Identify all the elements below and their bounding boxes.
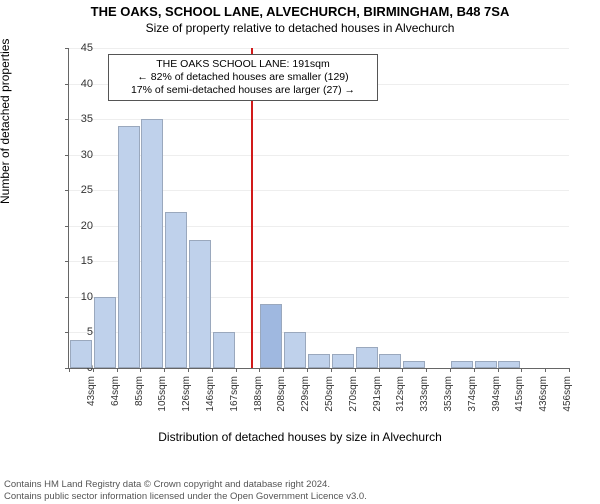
xtick-mark [117,368,118,372]
chart-title-sub: Size of property relative to detached ho… [0,21,600,35]
footer-line-1: Contains HM Land Registry data © Crown c… [4,479,600,490]
xtick-mark [331,368,332,372]
xtick-mark [474,368,475,372]
histogram-bar [379,354,401,368]
xtick-label: 415sqm [514,376,525,436]
ytick-label: 35 [69,113,93,125]
xtick-label: 374sqm [467,376,478,436]
histogram-bar [498,361,520,368]
ytick-label: 5 [69,326,93,338]
annotation-line: ← 82% of detached houses are smaller (12… [115,71,371,84]
xtick-mark [426,368,427,372]
ytick-label: 45 [69,42,93,54]
xtick-mark [212,368,213,372]
xtick-label: 229sqm [300,376,311,436]
chart-title-main: THE OAKS, SCHOOL LANE, ALVECHURCH, BIRMI… [0,4,600,19]
xtick-mark [521,368,522,372]
histogram-bar [403,361,425,368]
xtick-label: 126sqm [181,376,192,436]
annotation-line: THE OAKS SCHOOL LANE: 191sqm [115,58,371,71]
annotation-line: 17% of semi-detached houses are larger (… [115,84,371,97]
xtick-label: 436sqm [538,376,549,436]
xtick-mark [93,368,94,372]
xtick-label: 146sqm [205,376,216,436]
chart-container: 05101520253035404543sqm64sqm85sqm105sqm1… [40,48,580,418]
histogram-bar [284,332,306,368]
xtick-mark [498,368,499,372]
xtick-label: 312sqm [395,376,406,436]
xtick-label: 105sqm [157,376,168,436]
footer-line-2: Contains public sector information licen… [4,491,600,502]
histogram-bar [308,354,330,368]
xtick-label: 250sqm [324,376,335,436]
histogram-bar [189,240,211,368]
xtick-label: 333sqm [419,376,430,436]
xtick-label: 85sqm [134,376,145,436]
histogram-bar [356,347,378,368]
xtick-mark [283,368,284,372]
xtick-mark [355,368,356,372]
xtick-mark [236,368,237,372]
histogram-bar [141,119,163,368]
ytick-label: 25 [69,184,93,196]
xtick-mark [569,368,570,372]
xtick-mark [69,368,70,372]
xtick-label: 188sqm [253,376,264,436]
histogram-bar [260,304,282,368]
histogram-bar [475,361,497,368]
ytick-label: 40 [69,78,93,90]
histogram-bar [451,361,473,368]
xtick-label: 43sqm [86,376,97,436]
xtick-label: 291sqm [372,376,383,436]
ytick-label: 30 [69,149,93,161]
gridline [69,48,569,49]
xtick-label: 353sqm [443,376,454,436]
y-axis-label: Number of detached properties [0,39,12,204]
xtick-label: 167sqm [229,376,240,436]
xtick-mark [402,368,403,372]
ytick-label: 10 [69,291,93,303]
ytick-label: 20 [69,220,93,232]
histogram-bar [94,297,116,368]
xtick-label: 270sqm [348,376,359,436]
xtick-label: 64sqm [110,376,121,436]
annotation-box: THE OAKS SCHOOL LANE: 191sqm← 82% of det… [108,54,378,101]
histogram-bar [118,126,140,368]
xtick-mark [545,368,546,372]
x-axis-label: Distribution of detached houses by size … [0,430,600,444]
xtick-label: 394sqm [491,376,502,436]
histogram-bar [332,354,354,368]
ytick-label: 15 [69,255,93,267]
xtick-mark [450,368,451,372]
xtick-mark [188,368,189,372]
footer-attribution: Contains HM Land Registry data © Crown c… [4,479,600,502]
xtick-label: 208sqm [276,376,287,436]
histogram-bar [213,332,235,368]
xtick-label: 456sqm [562,376,573,436]
xtick-mark [307,368,308,372]
xtick-mark [259,368,260,372]
xtick-mark [164,368,165,372]
xtick-mark [379,368,380,372]
histogram-bar [70,340,92,368]
xtick-mark [140,368,141,372]
histogram-bar [165,212,187,368]
